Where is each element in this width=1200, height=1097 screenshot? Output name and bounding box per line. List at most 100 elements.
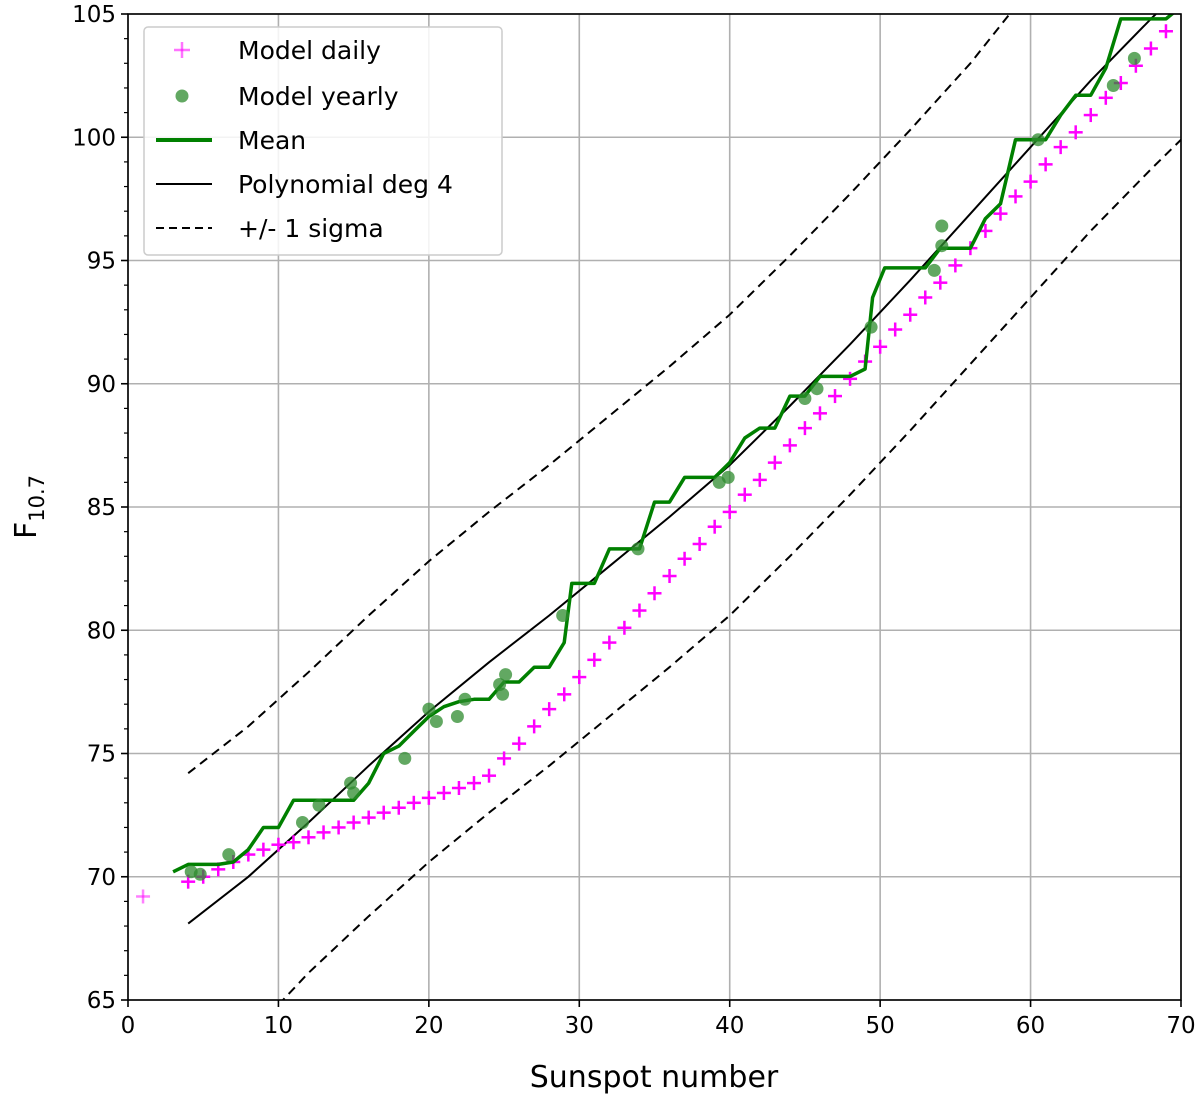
- model-yearly-point: [798, 392, 812, 405]
- model-daily-point: [466, 776, 481, 791]
- model-yearly-point: [193, 867, 207, 881]
- y-tick-label: 85: [87, 495, 116, 521]
- sigma-lower-line: [281, 138, 1181, 1000]
- model-daily-point: [903, 307, 918, 322]
- sigma-upper-line: [187, 14, 1011, 774]
- model-yearly-point: [556, 609, 570, 622]
- model-daily-point: [482, 768, 497, 783]
- model-yearly-point: [927, 263, 941, 277]
- model-yearly-point: [1127, 51, 1141, 65]
- model-daily-point: [376, 805, 391, 820]
- y-tick-label: 90: [87, 372, 116, 398]
- model-daily-point: [136, 889, 151, 904]
- legend-marker-model-daily: [174, 42, 190, 58]
- model-daily-point: [527, 719, 542, 734]
- model-daily-point: [1008, 189, 1023, 204]
- model-yearly-point: [1106, 79, 1120, 92]
- model-daily-point: [1143, 41, 1158, 56]
- model-yearly-point: [398, 751, 412, 765]
- model-daily-point: [1068, 125, 1083, 140]
- model-daily-point: [677, 551, 692, 566]
- model-daily-point: [888, 322, 903, 337]
- model-yearly-point: [864, 320, 878, 334]
- legend-label-sigma: +/- 1 sigma: [238, 214, 384, 243]
- model-yearly-point: [496, 687, 510, 701]
- model-daily-point: [587, 652, 602, 667]
- model-daily-point: [617, 620, 632, 635]
- mean-line: [172, 14, 1175, 874]
- model-yearly-point: [344, 776, 358, 790]
- mean-series: [172, 14, 1175, 874]
- plot-area: [136, 14, 1181, 1000]
- model-daily-point: [316, 825, 331, 840]
- model-daily-point: [1053, 140, 1068, 155]
- legend-label-mean: Mean: [238, 126, 306, 155]
- model-daily-point: [346, 815, 361, 830]
- y-axis-label-subscript: 10.7: [25, 475, 49, 522]
- model-daily-point: [933, 275, 948, 290]
- model-yearly-point: [222, 848, 236, 862]
- y-tick-label: 65: [87, 988, 116, 1014]
- x-tick-label: 20: [414, 1013, 443, 1039]
- model-daily-point: [301, 830, 316, 845]
- y-tick-label: 75: [87, 742, 116, 768]
- model-daily-point: [1158, 24, 1173, 39]
- model-yearly-point: [493, 678, 507, 691]
- model-daily-point: [406, 795, 421, 810]
- legend-marker-model-yearly: [175, 89, 189, 103]
- y-axis-label: F10.7: [9, 475, 49, 539]
- model-yearly-point: [296, 816, 309, 829]
- model-daily-point: [707, 519, 722, 534]
- y-tick-label: 105: [72, 2, 116, 28]
- model-daily-point: [271, 837, 286, 852]
- model-yearly-point: [422, 702, 436, 716]
- model-daily-point: [1098, 90, 1113, 105]
- x-tick-label: 40: [715, 1013, 744, 1039]
- model-yearly-point: [721, 470, 735, 484]
- model-yearly-series: [184, 51, 1141, 881]
- model-daily-point: [797, 421, 812, 436]
- model-yearly-point: [429, 715, 443, 728]
- y-tick-label: 70: [87, 865, 116, 891]
- model-daily-point: [557, 687, 572, 702]
- legend: Model daily Model yearly Mean Polynomial…: [143, 26, 503, 256]
- model-yearly-point: [935, 219, 949, 233]
- model-daily-point: [391, 800, 406, 815]
- model-yearly-point: [312, 798, 326, 812]
- model-daily-point: [497, 751, 512, 766]
- model-daily-point: [948, 258, 963, 273]
- y-axis-label-main: F: [9, 522, 44, 539]
- model-daily-point: [421, 790, 436, 805]
- model-yearly-point: [458, 692, 472, 706]
- legend-label-polynomial: Polynomial deg 4: [238, 170, 453, 199]
- model-daily-point: [752, 472, 767, 487]
- model-daily-point: [256, 842, 271, 857]
- y-tick-label: 100: [72, 125, 116, 151]
- legend-item-sigma: +/- 1 sigma: [156, 214, 384, 243]
- legend-label-model-daily: Model daily: [238, 36, 381, 65]
- model-daily-point: [993, 206, 1008, 221]
- model-daily-point: [767, 455, 782, 470]
- model-daily-point: [542, 702, 557, 717]
- model-daily-point: [873, 339, 888, 354]
- model-daily-point: [843, 371, 858, 386]
- model-yearly-point: [810, 382, 824, 396]
- model-daily-point: [572, 670, 587, 685]
- sigma-band-lines: [187, 14, 1181, 1000]
- model-daily-point: [602, 635, 617, 650]
- legend-item-model-daily: Model daily: [174, 36, 381, 65]
- x-tick-label: 30: [565, 1013, 594, 1039]
- model-daily-point: [361, 810, 376, 825]
- model-yearly-point: [450, 710, 464, 723]
- model-daily-point: [812, 406, 827, 421]
- model-daily-point: [692, 536, 707, 551]
- model-daily-point: [286, 835, 301, 850]
- model-daily-point: [1083, 108, 1098, 123]
- x-axis-label: Sunspot number: [530, 1060, 779, 1095]
- model-yearly-point: [1031, 133, 1045, 147]
- y-tick-label: 80: [87, 618, 116, 644]
- model-daily-point: [722, 504, 737, 519]
- model-daily-point: [828, 389, 843, 404]
- x-tick-label: 0: [121, 1013, 136, 1039]
